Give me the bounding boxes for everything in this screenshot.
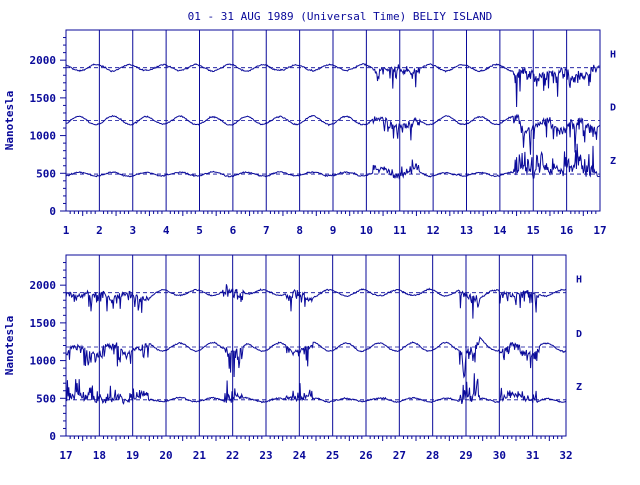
x-tick-label: 17 xyxy=(593,224,606,237)
x-tick-label: 30 xyxy=(493,449,506,462)
x-tick-label: 3 xyxy=(129,224,136,237)
series-line-z xyxy=(65,373,567,405)
y-tick-label: 2000 xyxy=(30,54,57,67)
x-tick-label: 8 xyxy=(296,224,303,237)
x-tick-label: 7 xyxy=(263,224,270,237)
series-line-d xyxy=(65,113,601,155)
y-tick-label: 0 xyxy=(49,430,56,443)
x-tick-label: 17 xyxy=(59,449,72,462)
x-tick-label: 14 xyxy=(493,224,507,237)
series-label-h: H xyxy=(576,275,582,286)
plot-frame xyxy=(65,254,567,437)
x-tick-label: 6 xyxy=(230,224,237,237)
series-label-z: Z xyxy=(576,382,582,393)
x-tick-label: 19 xyxy=(126,449,139,462)
y-tick-label: 500 xyxy=(36,392,56,405)
y-tick-label: 1500 xyxy=(30,317,57,330)
series-line-h xyxy=(65,284,567,319)
x-tick-label: 9 xyxy=(330,224,337,237)
y-tick-label: 500 xyxy=(36,167,56,180)
x-tick-label: 20 xyxy=(159,449,172,462)
x-tick-label: 27 xyxy=(393,449,406,462)
x-tick-label: 28 xyxy=(426,449,439,462)
x-tick-label: 18 xyxy=(93,449,106,462)
series-label-h: H xyxy=(610,50,616,61)
x-tick-label: 12 xyxy=(427,224,440,237)
x-tick-label: 16 xyxy=(560,224,574,237)
x-tick-label: 21 xyxy=(193,449,207,462)
x-tick-label: 26 xyxy=(359,449,373,462)
series-line-z xyxy=(65,143,601,180)
y-tick-label: 1000 xyxy=(30,130,57,143)
x-tick-label: 2 xyxy=(96,224,103,237)
x-tick-label: 13 xyxy=(460,224,473,237)
y-axis-label: Nanotesla xyxy=(3,316,16,376)
x-tick-label: 22 xyxy=(226,449,239,462)
x-tick-label: 11 xyxy=(393,224,407,237)
x-tick-label: 4 xyxy=(163,224,170,237)
x-tick-label: 29 xyxy=(459,449,472,462)
x-tick-label: 32 xyxy=(559,449,572,462)
series-label-d: D xyxy=(576,329,582,340)
y-tick-label: 1500 xyxy=(30,92,57,105)
series-line-d xyxy=(65,336,567,379)
x-tick-label: 15 xyxy=(527,224,540,237)
x-tick-label: 1 xyxy=(63,224,70,237)
y-axis-label: Nanotesla xyxy=(3,91,16,151)
x-tick-label: 24 xyxy=(293,449,307,462)
x-tick-label: 10 xyxy=(360,224,373,237)
chart-title: 01 - 31 AUG 1989 (Universal Time) BELIY … xyxy=(188,10,493,23)
series-label-z: Z xyxy=(610,156,616,167)
y-tick-label: 1000 xyxy=(30,355,57,368)
x-tick-label: 5 xyxy=(196,224,203,237)
series-line-h xyxy=(65,63,601,108)
series-label-d: D xyxy=(610,103,616,114)
x-tick-label: 25 xyxy=(326,449,339,462)
y-tick-label: 2000 xyxy=(30,279,57,292)
y-tick-label: 0 xyxy=(49,205,56,218)
x-tick-label: 23 xyxy=(259,449,272,462)
x-tick-label: 31 xyxy=(526,449,540,462)
